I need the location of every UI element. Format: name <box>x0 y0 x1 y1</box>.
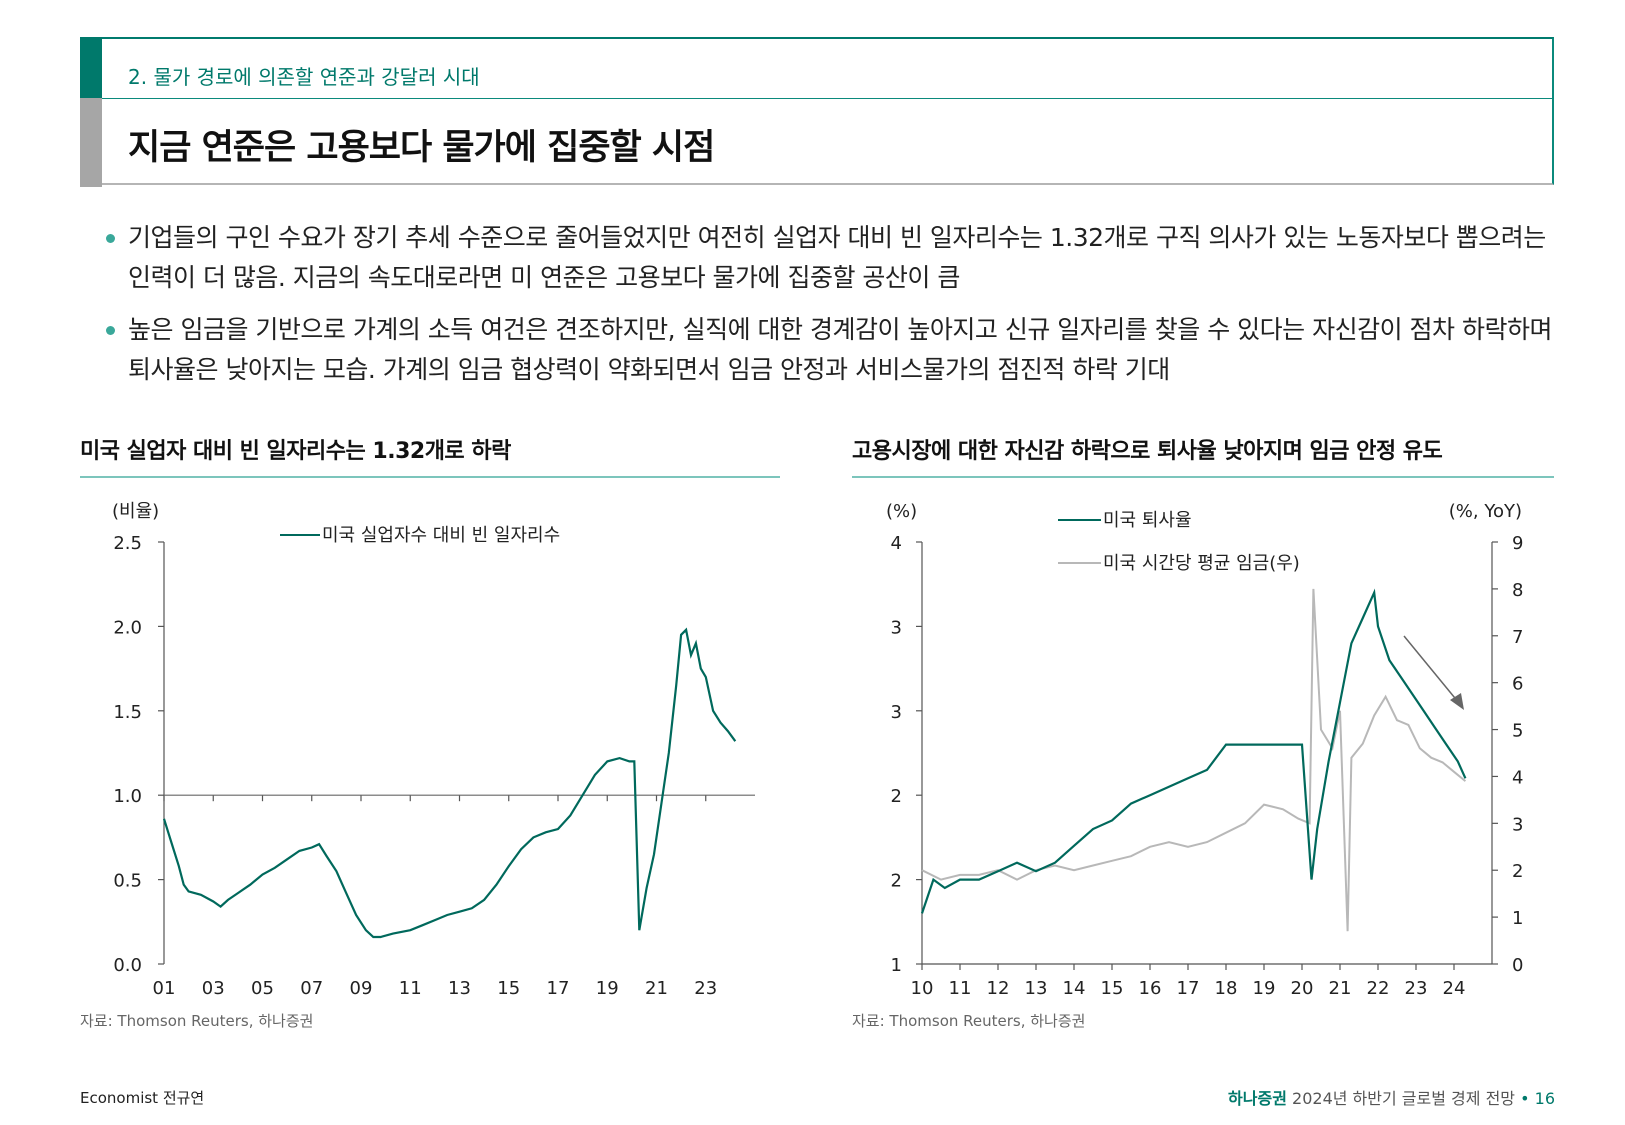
bullet-item: 높은 임금을 기반으로 가계의 소득 여건은 견조하지만, 실직에 대한 경계감… <box>106 310 1566 390</box>
chart1-unit-label: (비율) <box>112 501 159 522</box>
chart1-x-tick-label: 05 <box>251 978 274 999</box>
chart1-series-line <box>162 627 737 939</box>
chart1-y-tick-label: 2.0 <box>113 617 142 638</box>
chart2-right-tick-label: 8 <box>1512 580 1523 601</box>
chart2-left-tick-label: 3 <box>891 702 902 723</box>
chart2-right-tick-label: 5 <box>1512 721 1523 742</box>
chart1-x-tick-label: 13 <box>448 978 471 999</box>
chart2-right-tick-label: 6 <box>1512 674 1523 695</box>
chart2-right-tick-label: 9 <box>1512 533 1523 554</box>
chart2-x-tick-label: 22 <box>1367 978 1390 999</box>
chart1-x-tick-label: 09 <box>350 978 373 999</box>
chart2-rule <box>852 476 1554 478</box>
chart1-x-tick-label: 01 <box>153 978 176 999</box>
chart2-right-unit: (%, YoY) <box>1449 501 1522 522</box>
chart2-trend-arrow <box>1403 635 1460 704</box>
bullet-dot-icon <box>106 326 115 335</box>
chart1-x-tick-label: 17 <box>547 978 570 999</box>
chart1-y-tick-label: 1.5 <box>113 702 142 723</box>
chart2-x-tick-label: 14 <box>1063 978 1086 999</box>
chart2-x-tick-label: 18 <box>1215 978 1238 999</box>
bullet-text: 기업들의 구인 수요가 장기 추세 수준으로 줄어들었지만 여전히 실업자 대비… <box>128 223 1546 292</box>
chart1-x-tick-label: 21 <box>645 978 668 999</box>
chart1-x-tick-label: 15 <box>497 978 520 999</box>
chart2-x-tick-label: 24 <box>1443 978 1466 999</box>
chart2-left-tick-label: 2 <box>891 871 902 892</box>
header-gray-bar <box>80 98 102 187</box>
chart1-svg: (비율) 0.0 0.5 1.0 1.5 2.0 2.5 01 03 05 07 09 11 13 15… <box>112 501 755 999</box>
page-title: 지금 연준은 고용보다 물가에 집중할 시점 <box>128 128 715 168</box>
chart1-x-tick-label: 03 <box>202 978 225 999</box>
chart1-y-tick-label: 0.5 <box>113 871 142 892</box>
section-subtitle: 2. 물가 경로에 의존할 연준과 강달러 시대 <box>128 65 480 89</box>
chart2-x-tick-label: 17 <box>1177 978 1200 999</box>
bullet-item: 기업들의 구인 수요가 장기 추세 수준으로 줄어들었지만 여전히 실업자 대비… <box>106 218 1566 298</box>
chart1-x-tick-label: 19 <box>596 978 619 999</box>
chart2-right-tick-label: 1 <box>1512 908 1523 929</box>
chart2-x-tick-label: 21 <box>1329 978 1352 999</box>
chart2-title: 고용시장에 대한 자신감 하락으로 퇴사율 낮아지며 임금 안정 유도 <box>852 439 1443 464</box>
bullet-list: 기업들의 구인 수요가 장기 추세 수준으로 줄어들었지만 여전히 실업자 대비… <box>106 218 1566 402</box>
header-accent-bar <box>80 37 102 98</box>
chart2-arrow-head-icon <box>1450 693 1464 710</box>
chart2-x-tick-label: 15 <box>1101 978 1124 999</box>
chart2-source: 자료: Thomson Reuters, 하나증권 <box>852 1012 1086 1030</box>
section-header: 2. 물가 경로에 의존할 연준과 강달러 시대 지금 연준은 고용보다 물가에… <box>80 37 1554 187</box>
chart1-x-tick-label: 07 <box>300 978 323 999</box>
chart2-x-tick-label: 13 <box>1025 978 1048 999</box>
chart2-x-tick-label: 12 <box>987 978 1010 999</box>
chart2-legend-label-2: 미국 시간당 평균 임금(우) <box>1103 553 1300 574</box>
footer-doc-title: 2024년 하반기 글로벌 경제 전망 <box>1292 1089 1516 1108</box>
chart2-left-tick-label: 2 <box>891 786 902 807</box>
footer-doc-info: 하나증권 2024년 하반기 글로벌 경제 전망 • 16 <box>1228 1085 1555 1109</box>
header-divider <box>102 98 1552 99</box>
footer-author: Economist 전규연 <box>80 1089 205 1107</box>
chart2-wage-line <box>921 588 1467 932</box>
chart1-x-tick-label: 11 <box>399 978 422 999</box>
chart2-x-tick-label: 16 <box>1139 978 1162 999</box>
chart2-x-tick-label: 19 <box>1253 978 1276 999</box>
chart2-left-tick-label: 1 <box>891 955 902 976</box>
chart1-rule <box>80 476 780 478</box>
chart2-x-tick-label: 20 <box>1291 978 1314 999</box>
chart2-right-tick-label: 3 <box>1512 814 1523 835</box>
page-number: 16 <box>1534 1089 1555 1108</box>
chart1-source: 자료: Thomson Reuters, 하나증권 <box>80 1012 314 1030</box>
chart2-left-tick-label: 3 <box>891 617 902 638</box>
chart1-y-tick-label: 2.5 <box>113 533 142 554</box>
chart1-x-tick-label: 23 <box>694 978 717 999</box>
chart1-title: 미국 실업자 대비 빈 일자리수는 1.32개로 하락 <box>80 439 511 464</box>
chart2-quits-line <box>920 588 1467 914</box>
chart2-right-tick-label: 7 <box>1512 627 1523 648</box>
bullet-text: 높은 임금을 기반으로 가계의 소득 여건은 견조하지만, 실직에 대한 경계감… <box>128 315 1553 384</box>
chart2-legend-label-1: 미국 퇴사율 <box>1103 510 1192 531</box>
chart1-y-tick-label: 1.0 <box>113 786 142 807</box>
footer-separator: • <box>1520 1089 1530 1108</box>
chart2-left-tick-label: 4 <box>891 533 902 554</box>
chart1-y-tick-label: 0.0 <box>113 955 142 976</box>
bullet-dot-icon <box>106 234 115 243</box>
chart2-x-tick-label: 10 <box>911 978 934 999</box>
footer-brand: 하나증권 <box>1228 1089 1287 1108</box>
chart2-left-unit: (%) <box>886 501 917 522</box>
chart1-legend-label: 미국 실업자수 대비 빈 일자리수 <box>322 525 560 546</box>
chart2-x-tick-label: 23 <box>1405 978 1428 999</box>
chart2-right-tick-label: 0 <box>1512 955 1523 976</box>
chart2-x-tick-label: 11 <box>949 978 972 999</box>
chart2-right-tick-label: 4 <box>1512 767 1523 788</box>
chart2-right-tick-label: 2 <box>1512 861 1523 882</box>
